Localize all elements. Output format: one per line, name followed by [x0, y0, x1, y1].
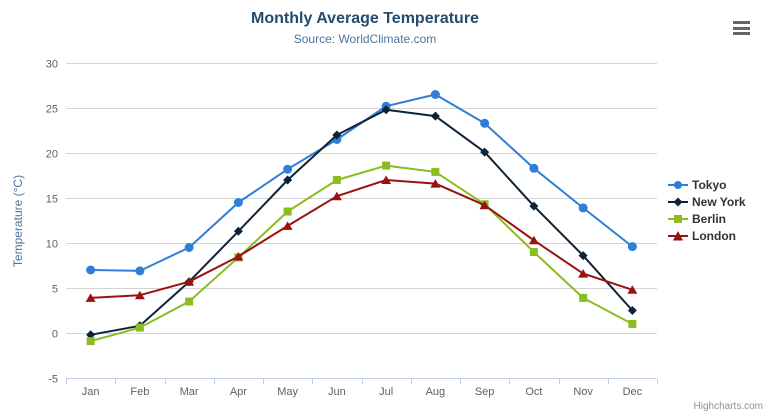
x-tick-label: Mar	[180, 386, 199, 398]
burger-bar	[733, 32, 750, 35]
legend-item-berlin[interactable]: Berlin	[668, 211, 746, 226]
legend-label-new-york: New York	[692, 194, 746, 209]
x-tick-label: Apr	[230, 386, 247, 398]
y-tick-label: 20	[46, 149, 58, 161]
tokyo-circle-marker-icon	[668, 180, 688, 189]
y-tick-label: 15	[46, 194, 58, 206]
y-tick-label: -5	[48, 374, 58, 386]
x-tick-label: Jan	[82, 386, 100, 398]
chart-subtitle: Source: WorldClimate.com	[293, 32, 437, 46]
x-tick-label: May	[277, 386, 298, 398]
legend-label-tokyo: Tokyo	[692, 177, 727, 192]
x-tick-label: Dec	[623, 386, 643, 398]
legend-item-tokyo[interactable]: Tokyo	[668, 177, 746, 192]
y-tick-label: 30	[46, 59, 58, 71]
x-tick-label: Jun	[328, 386, 346, 398]
x-tick-label: Nov	[573, 386, 593, 398]
x-tick-label: Feb	[130, 386, 149, 398]
x-tick-label: Oct	[525, 386, 542, 398]
new-york-diamond-marker-icon	[668, 197, 688, 206]
legend-label-berlin: Berlin	[692, 211, 727, 226]
legend-item-london[interactable]: London	[668, 228, 746, 243]
berlin-square-marker-icon	[668, 214, 688, 223]
y-tick-label: 0	[52, 329, 58, 341]
y-tick-label: 25	[46, 104, 58, 116]
legend: Tokyo New York Berlin London	[668, 177, 746, 243]
y-axis-title: Temperature (°C)	[11, 174, 25, 268]
x-tick-label: Aug	[426, 386, 446, 398]
series-london[interactable]	[85, 175, 638, 302]
context-menu-icon[interactable]	[733, 21, 750, 35]
highcharts-credits[interactable]: Highcharts.com	[693, 401, 763, 412]
burger-bar	[733, 26, 750, 30]
chart-title: Monthly Average Temperature	[251, 10, 479, 27]
legend-item-new-york[interactable]: New York	[668, 194, 746, 209]
series-new-york[interactable]	[86, 105, 637, 340]
london-triangle-marker-icon	[668, 230, 688, 240]
x-tick-label: Sep	[475, 386, 495, 398]
legend-label-london: London	[692, 228, 736, 243]
burger-bar	[733, 21, 750, 24]
x-tick-label: Jul	[379, 386, 393, 398]
series-tokyo[interactable]	[86, 90, 637, 276]
y-tick-label: 5	[52, 284, 58, 296]
y-tick-label: 10	[46, 239, 58, 251]
